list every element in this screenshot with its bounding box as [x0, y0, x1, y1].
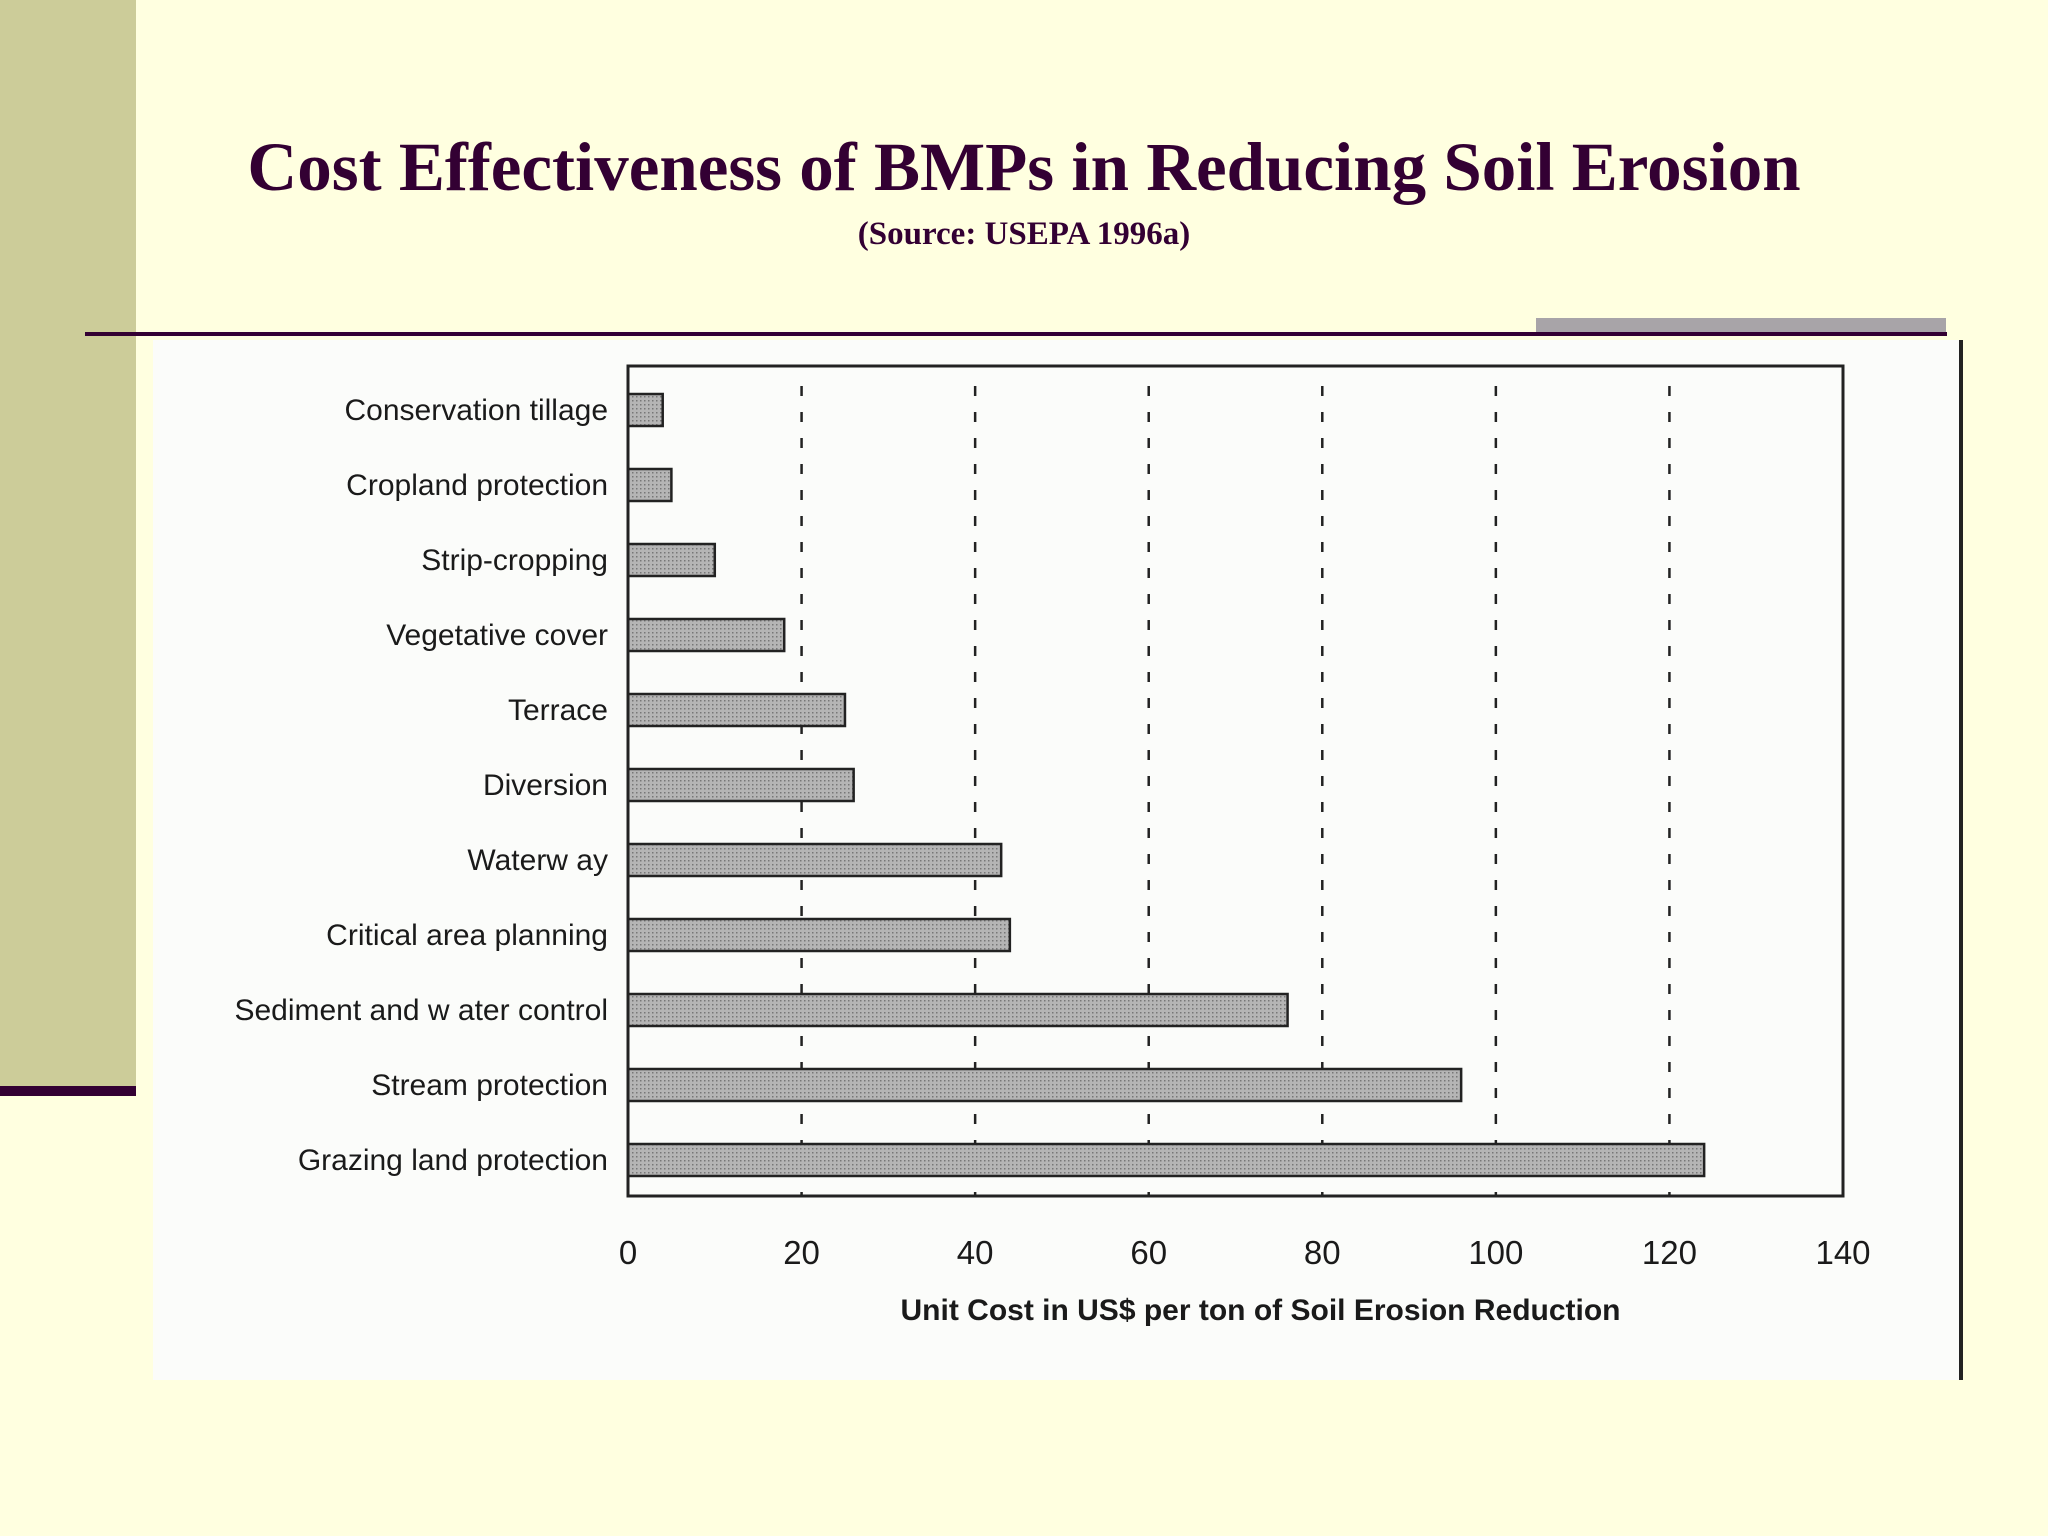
category-label: Terrace [508, 694, 608, 727]
bars [626, 392, 1706, 1178]
slide-title: Cost Effectiveness of BMPs in Reducing S… [247, 129, 1801, 205]
category-labels: Conservation tillage Cropland protection S… [234, 394, 608, 1177]
bar [626, 1067, 1463, 1103]
left-decor-band [0, 0, 136, 1090]
x-tick-labels: 0 20 40 60 80 100 120 140 [619, 1234, 1871, 1271]
x-tick-label: 0 [619, 1234, 637, 1271]
x-tick-label: 140 [1815, 1234, 1870, 1271]
x-tick-label: 80 [1304, 1234, 1341, 1271]
bar [626, 542, 717, 578]
bar [626, 992, 1289, 1028]
category-label: Cropland protection [346, 469, 608, 502]
bar [626, 617, 786, 653]
x-tick-label: 100 [1468, 1234, 1523, 1271]
x-axis-title: Unit Cost in US$ per ton of Soil Erosion… [901, 1294, 1621, 1327]
left-decor-line [0, 1086, 136, 1096]
figure-frame [153, 340, 1963, 1380]
bar [626, 1142, 1706, 1178]
title-divider [85, 332, 1947, 336]
category-label: Sediment and w ater control [234, 994, 608, 1027]
slide-subtitle: (Source: USEPA 1996a) [857, 216, 1191, 252]
x-tick-label: 20 [783, 1234, 820, 1271]
category-label: Stream protection [371, 1069, 608, 1102]
bar [626, 917, 1012, 953]
category-label: Strip-cropping [421, 544, 608, 577]
category-label: Critical area planning [326, 919, 608, 952]
x-tick-label: 60 [1130, 1234, 1167, 1271]
category-label: Diversion [483, 769, 608, 802]
plot-frame [626, 364, 1845, 1198]
x-tick-label: 40 [957, 1234, 994, 1271]
category-label: Waterw ay [467, 844, 608, 877]
bar [626, 467, 673, 503]
bar [626, 767, 855, 803]
bar [626, 842, 1003, 878]
x-tick-label: 120 [1642, 1234, 1697, 1271]
grid-lines [800, 386, 1671, 1196]
category-label: Vegetative cover [386, 619, 608, 652]
category-label: Conservation tillage [345, 394, 608, 427]
bar [626, 692, 847, 728]
category-label: Grazing land protection [298, 1144, 608, 1177]
bar [626, 392, 664, 428]
divider-accent [1536, 318, 1946, 332]
